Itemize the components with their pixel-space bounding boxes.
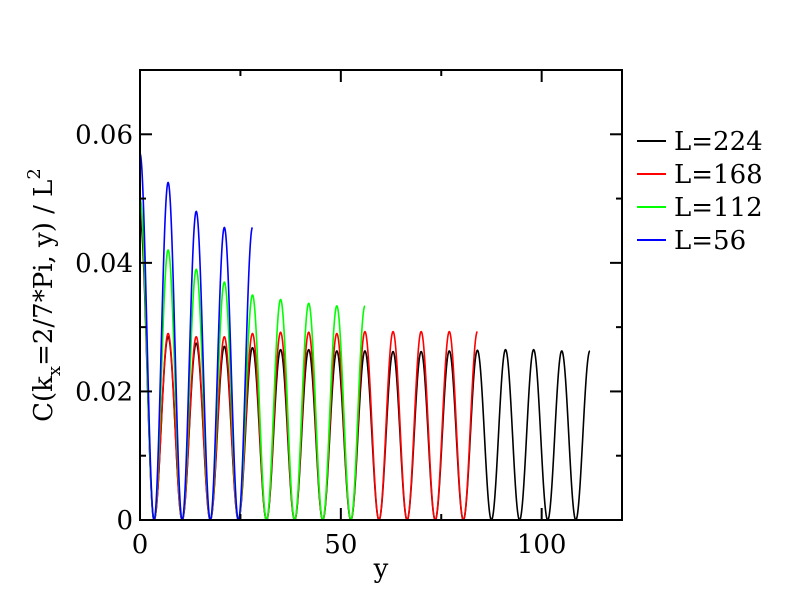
tick-layer: 0 50 100 0 0.02 0.04 0.06 xyxy=(75,69,622,560)
y-axis-label-rest: =2/7*Pi, y) / L xyxy=(29,180,59,366)
y-tick-label: 0.06 xyxy=(75,120,133,150)
series-line-l-112 xyxy=(140,197,366,520)
y-axis-label-sup: 2 xyxy=(24,168,45,179)
legend-label: L=112 xyxy=(674,193,763,223)
y-axis-label-main: C(k xyxy=(29,376,59,422)
series-layer xyxy=(140,152,591,520)
legend-label: L=56 xyxy=(674,226,746,256)
y-tick-label: 0 xyxy=(116,506,133,536)
x-tick-label: 100 xyxy=(517,530,567,560)
y-axis-label-sub: x xyxy=(44,366,65,376)
legend-label: L=168 xyxy=(674,160,763,190)
y-tick-label: 0.02 xyxy=(75,377,133,407)
series-line-l-168 xyxy=(140,204,478,520)
y-axis-label: C(kx=2/7*Pi, y) / L2 xyxy=(24,168,65,422)
plot-frame xyxy=(139,69,623,521)
x-tick-label: 50 xyxy=(324,530,357,560)
legend-label: L=224 xyxy=(674,127,763,157)
y-tick-label: 0.04 xyxy=(75,249,133,279)
x-tick-label: 0 xyxy=(132,530,149,560)
series-line-l-56 xyxy=(140,152,253,520)
x-axis-label: y xyxy=(373,554,389,584)
